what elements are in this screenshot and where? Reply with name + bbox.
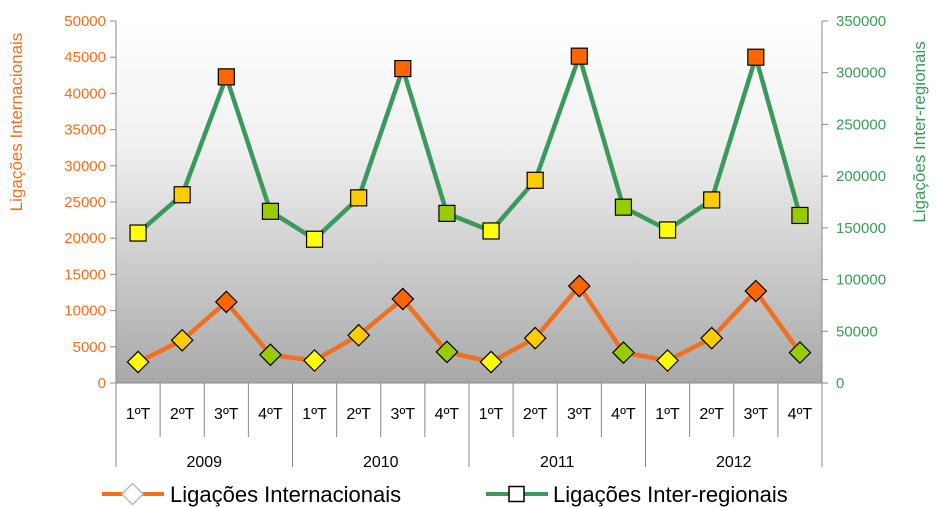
- quarter-label: 4ºT: [435, 406, 460, 423]
- series-line-internacionais: [137, 283, 802, 365]
- right-axis-tick-label: 250000: [836, 116, 886, 133]
- data-point-inter-regionais: [791, 206, 809, 225]
- quarter-label: 4ºT: [258, 406, 283, 423]
- quarter-label: 2ºT: [170, 406, 195, 423]
- quarter-label: 4ºT: [611, 406, 636, 423]
- data-point-internacionais: [788, 341, 812, 365]
- data-point-inter-regionais: [217, 68, 235, 86]
- data-point-internacionais: [744, 279, 768, 303]
- quarter-label: 1ºT: [126, 406, 151, 423]
- year-label: 2012: [716, 454, 752, 471]
- quarter-label: 1ºT: [655, 406, 680, 423]
- legend-label-internacionais: Ligações Internacionais: [170, 482, 401, 507]
- data-point-internacionais: [347, 323, 371, 347]
- quarter-label: 2ºT: [699, 406, 724, 423]
- data-point-inter-regionais: [173, 186, 191, 204]
- legend-label-inter-regionais: Ligações Inter-regionais: [553, 482, 788, 507]
- quarter-label: 3ºT: [567, 406, 592, 423]
- data-point-inter-regionais: [482, 222, 500, 240]
- data-point-inter-regionais: [261, 202, 280, 220]
- series-line-inter-regionais: [136, 53, 803, 242]
- left-axis-tick-label: 40000: [64, 85, 106, 102]
- data-point-internacionais: [126, 350, 150, 374]
- data-point-inter-regionais: [570, 47, 588, 65]
- data-point-inter-regionais: [526, 171, 544, 189]
- left-axis-title: Ligações Internacionais: [7, 33, 26, 212]
- data-point-internacionais: [567, 274, 591, 298]
- data-point-internacionais: [303, 349, 327, 373]
- data-point-inter-regionais: [703, 191, 721, 209]
- quarter-label: 1ºT: [302, 406, 327, 423]
- data-point-inter-regionais: [658, 221, 677, 239]
- left-axis-tick-label: 10000: [64, 303, 106, 320]
- data-point-inter-regionais: [350, 189, 368, 207]
- quarter-label: 2ºT: [523, 406, 548, 423]
- right-axis-tick-label: 150000: [836, 220, 886, 237]
- right-axis-tick-label: 200000: [836, 168, 886, 185]
- left-axis-tick-label: 25000: [64, 194, 106, 211]
- legend-marker-inter-regionais: [508, 485, 525, 503]
- right-axis-tick-label: 100000: [836, 272, 886, 289]
- right-axis-title: Ligações Inter-regionais: [910, 41, 929, 222]
- data-point-internacionais: [479, 350, 503, 374]
- right-axis-tick-label: 300000: [836, 65, 886, 82]
- left-axis-tick-label: 20000: [64, 230, 106, 247]
- year-label: 2010: [363, 454, 399, 471]
- legend: Ligações Internacionais Ligações Inter-r…: [102, 482, 788, 507]
- data-point-inter-regionais: [747, 48, 765, 66]
- left-axis-tick-label: 0: [98, 375, 106, 392]
- data-point-internacionais: [435, 340, 459, 364]
- data-point-internacionais: [656, 349, 680, 373]
- quarter-label: 2ºT: [346, 406, 371, 423]
- data-point-internacionais: [700, 326, 724, 350]
- data-point-internacionais: [170, 328, 194, 352]
- data-point-inter-regionais: [129, 224, 147, 242]
- year-label: 2009: [186, 454, 222, 471]
- quarter-label: 3ºT: [214, 406, 239, 423]
- data-point-inter-regionais: [394, 59, 412, 78]
- left-axis-tick-label: 15000: [64, 266, 106, 283]
- right-axis-tick-label: 50000: [836, 323, 878, 340]
- quarter-label: 4ºT: [788, 406, 813, 423]
- data-point-inter-regionais: [614, 198, 633, 216]
- right-axis-tick-label: 350000: [836, 13, 886, 30]
- year-label: 2011: [540, 454, 575, 471]
- data-point-internacionais: [258, 343, 282, 367]
- right-axis-tick-label: 0: [836, 375, 844, 392]
- left-axis-tick-label: 45000: [64, 49, 106, 66]
- legend-marker-internacionais: [120, 482, 145, 506]
- data-point-inter-regionais: [305, 230, 324, 248]
- data-point-internacionais: [214, 290, 238, 314]
- quarter-label: 3ºT: [391, 406, 416, 423]
- quarter-label: 1ºT: [479, 406, 504, 423]
- data-point-internacionais: [611, 341, 635, 365]
- data-point-internacionais: [391, 287, 415, 311]
- data-point-internacionais: [523, 326, 547, 350]
- quarter-label: 3ºT: [744, 406, 769, 423]
- left-axis-tick-label: 30000: [64, 158, 106, 175]
- data-point-inter-regionais: [438, 204, 456, 222]
- left-axis-tick-label: 5000: [73, 339, 106, 356]
- left-axis-tick-label: 50000: [64, 13, 106, 30]
- left-axis-tick-label: 35000: [64, 122, 106, 139]
